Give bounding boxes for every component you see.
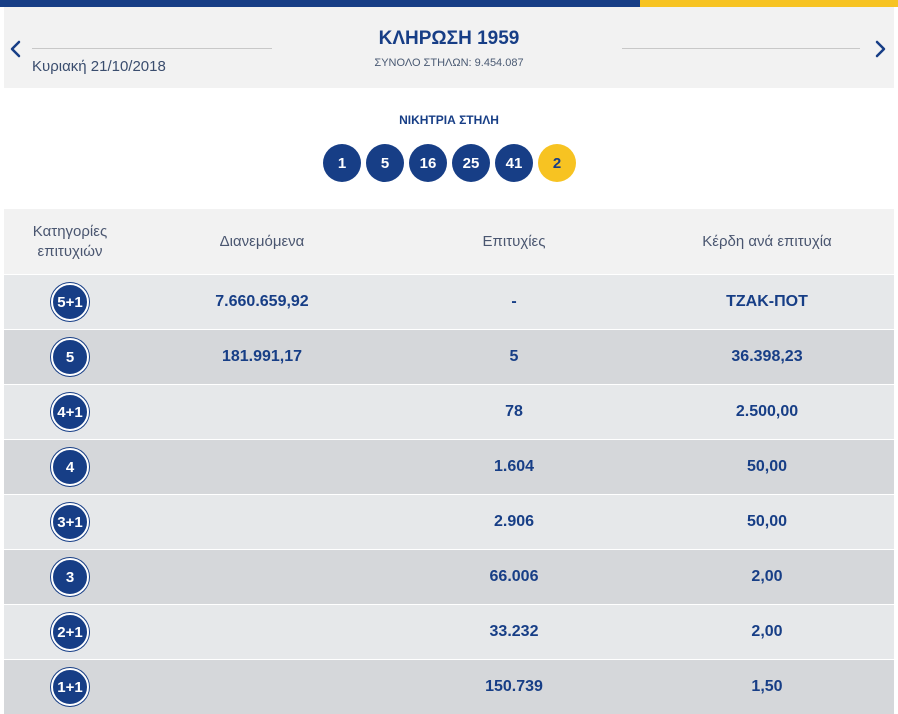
prize-cell: 50,00 xyxy=(746,458,788,475)
header-category: Κατηγορίες επιτυχιών xyxy=(4,222,136,262)
prize-cell: 36.398,23 xyxy=(731,348,803,365)
winners-cell: 150.739 xyxy=(485,678,543,695)
winning-number: 25 xyxy=(452,144,490,182)
header-distributed: Διανεμόμενα xyxy=(219,232,305,250)
header-divider-right xyxy=(622,48,860,49)
prize-cell: ΤΖΑΚ-ΠΟΤ xyxy=(726,293,808,310)
category-badge: 2+1 xyxy=(51,613,89,651)
winners-cell: 78 xyxy=(505,403,523,420)
header-category-line1: Κατηγορίες xyxy=(32,222,108,240)
category-badge: 3 xyxy=(51,558,89,596)
header-category-line2: επιτυχιών xyxy=(37,242,103,260)
draw-date: Κυριακή 21/10/2018 xyxy=(32,58,166,75)
previous-draw-button[interactable] xyxy=(6,37,26,61)
category-badge: 4 xyxy=(51,448,89,486)
table-row: 4+1 78 2.500,00 xyxy=(4,384,894,439)
winners-cell: 2.906 xyxy=(493,513,535,530)
category-badge: 3+1 xyxy=(51,503,89,541)
header-winners: Επιτυχίες xyxy=(482,232,546,250)
table-row: 3+1 2.906 50,00 xyxy=(4,494,894,549)
draw-header: Κυριακή 21/10/2018 ΚΛΗΡΩΣΗ 1959 ΣΥΝΟΛΟ Σ… xyxy=(4,7,894,88)
draw-title: ΚΛΗΡΩΣΗ 1959 xyxy=(378,28,520,49)
top-bar-yellow xyxy=(640,0,898,7)
category-badge: 4+1 xyxy=(51,393,89,431)
table-header: Κατηγορίες επιτυχιών Διανεμόμενα Επιτυχί… xyxy=(4,209,894,274)
header-prize: Κέρδη ανά επιτυχία xyxy=(702,232,832,250)
table-row: 2+1 33.232 2,00 xyxy=(4,604,894,659)
table-row: 1+1 150.739 1,50 xyxy=(4,659,894,714)
prize-cell: 2.500,00 xyxy=(735,403,799,420)
prize-cell: 50,00 xyxy=(746,513,788,530)
category-badge: 5+1 xyxy=(51,283,89,321)
winners-cell: 66.006 xyxy=(489,568,539,585)
next-draw-button[interactable] xyxy=(870,37,890,61)
prize-cell: 1,50 xyxy=(751,678,783,695)
table-row: 4 1.604 50,00 xyxy=(4,439,894,494)
prize-cell: 2,00 xyxy=(751,623,783,640)
winning-number: 41 xyxy=(495,144,533,182)
winners-cell: 1.604 xyxy=(493,458,535,475)
prize-table: Κατηγορίες επιτυχιών Διανεμόμενα Επιτυχί… xyxy=(4,209,894,714)
header-divider-left xyxy=(32,48,272,49)
top-bar-blue xyxy=(0,0,640,7)
distributed-cell: 181.991,17 xyxy=(221,348,303,365)
winning-number: 16 xyxy=(409,144,447,182)
chevron-right-icon xyxy=(875,40,886,58)
bonus-number: 2 xyxy=(538,144,576,182)
table-row: 5+1 7.660.659,92 - ΤΖΑΚ-ΠΟΤ xyxy=(4,274,894,329)
winners-cell: 5 xyxy=(509,348,519,365)
category-badge: 5 xyxy=(51,338,89,376)
chevron-left-icon xyxy=(10,40,21,58)
top-color-bar xyxy=(0,0,898,7)
winning-number: 5 xyxy=(366,144,404,182)
winning-numbers: 1 5 16 25 41 2 xyxy=(323,144,576,182)
winning-number: 1 xyxy=(323,144,361,182)
winning-column-label: ΝΙΚΗΤΡΙΑ ΣΤΗΛΗ xyxy=(399,113,499,127)
winners-cell: 33.232 xyxy=(489,623,539,640)
prize-cell: 2,00 xyxy=(751,568,783,585)
table-row: 5 181.991,17 5 36.398,23 xyxy=(4,329,894,384)
distributed-cell: 7.660.659,92 xyxy=(215,293,309,310)
category-badge: 1+1 xyxy=(51,668,89,706)
columns-total: ΣΥΝΟΛΟ ΣΤΗΛΩΝ: 9.454.087 xyxy=(374,57,524,69)
table-row: 3 66.006 2,00 xyxy=(4,549,894,604)
winners-cell: - xyxy=(511,293,517,310)
